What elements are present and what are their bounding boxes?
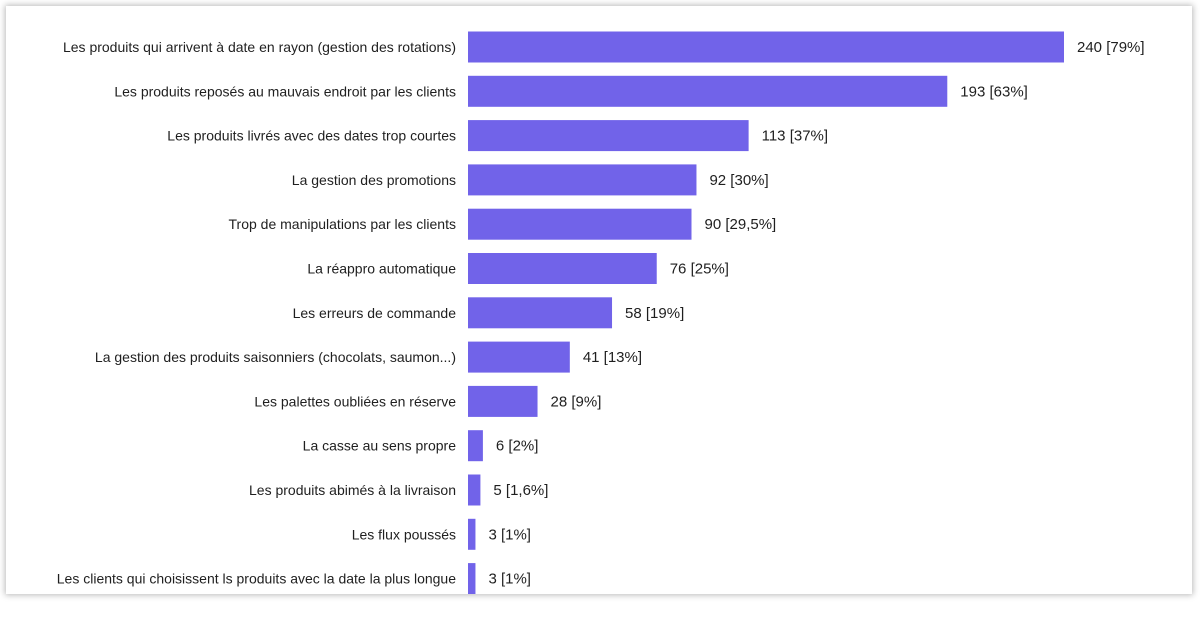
value-label: 92 [30%]	[709, 172, 768, 189]
value-label: 76 [25%]	[670, 261, 729, 278]
value-label: 240 [79%]	[1077, 39, 1145, 56]
category-label: La casse au sens propre	[303, 438, 457, 454]
bar	[468, 164, 697, 196]
value-label: 3 [1%]	[488, 571, 531, 588]
bar	[468, 75, 948, 107]
chart-frame: Les produits qui arrivent à date en rayo…	[6, 6, 1192, 594]
bar	[468, 563, 476, 594]
bar	[468, 31, 1064, 63]
category-label: Les produits qui arrivent à date en rayo…	[63, 39, 456, 55]
bar	[468, 474, 481, 506]
value-label: 5 [1,6%]	[493, 482, 548, 499]
category-label: La gestion des promotions	[292, 172, 456, 188]
category-label: Les flux poussés	[352, 526, 456, 542]
bar	[468, 297, 613, 329]
value-label: 3 [1%]	[488, 526, 531, 543]
value-label: 41 [13%]	[583, 349, 642, 366]
value-label: 193 [63%]	[960, 83, 1028, 100]
bar	[468, 430, 483, 462]
bar-chart: Les produits qui arrivent à date en rayo…	[57, 31, 1145, 594]
category-label: Trop de manipulations par les clients	[229, 216, 457, 232]
category-label: La gestion des produits saisonniers (cho…	[95, 349, 456, 365]
value-label: 58 [19%]	[625, 305, 684, 322]
bar	[468, 385, 538, 417]
value-label: 28 [9%]	[551, 393, 602, 410]
value-label: 113 [37%]	[762, 128, 828, 145]
bar	[468, 120, 749, 152]
bar	[468, 341, 570, 373]
category-label: Les clients qui choisissent ls produits …	[57, 571, 456, 587]
category-label: Les produits abimés à la livraison	[249, 482, 456, 498]
category-label: Les palettes oubliées en réserve	[254, 393, 456, 409]
bar	[468, 253, 657, 284]
category-label: La réappro automatique	[307, 261, 456, 277]
category-label: Les produits reposés au mauvais endroit …	[114, 83, 456, 99]
bar	[468, 518, 476, 550]
value-label: 6 [2%]	[496, 438, 539, 455]
value-label: 90 [29,5%]	[705, 216, 777, 233]
category-label: Les erreurs de commande	[293, 305, 457, 321]
bar	[468, 208, 692, 240]
category-label: Les produits livrés avec des dates trop …	[167, 128, 456, 144]
